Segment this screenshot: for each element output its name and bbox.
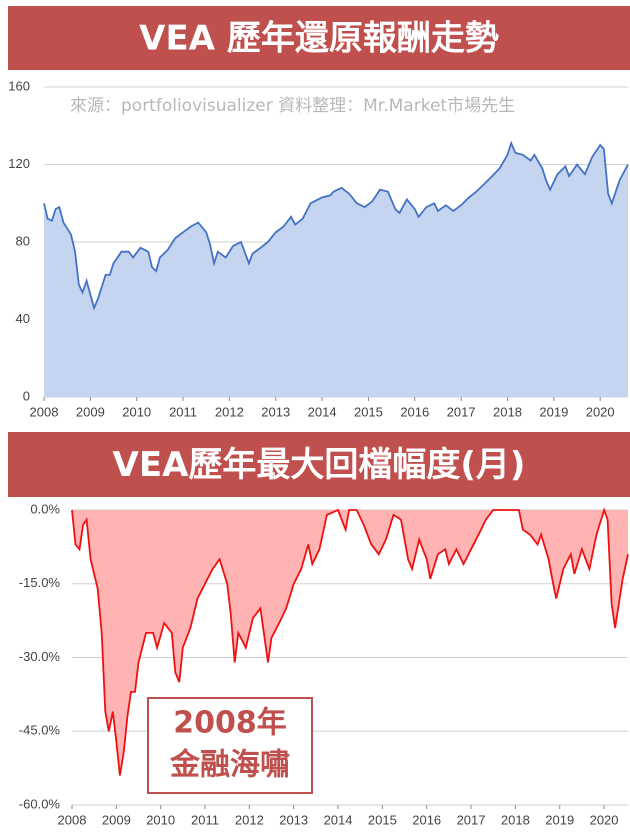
title-banner xyxy=(8,432,630,497)
y-tick-label: 120 xyxy=(8,156,30,171)
x-tick-label: 2018 xyxy=(501,812,530,827)
x-tick-label: 2014 xyxy=(308,404,337,419)
y-tick-label: 40 xyxy=(16,311,30,326)
annotation: 來源：portfoliovisualizer 資料整理：Mr.Market市場先… xyxy=(70,96,515,116)
y-tick-label: 0.0% xyxy=(30,501,60,516)
x-tick-label: 2010 xyxy=(122,404,151,419)
x-tick-label: 2012 xyxy=(235,812,264,827)
x-tick-label: 2015 xyxy=(354,404,383,419)
x-tick-label: 2011 xyxy=(191,812,219,827)
y-tick-label: 0 xyxy=(23,388,30,403)
y-tick-label: -30.0% xyxy=(19,649,61,664)
x-tick-label: 2010 xyxy=(146,812,175,827)
annotation: 2008年 xyxy=(173,706,287,741)
x-tick-label: 2008 xyxy=(58,812,87,827)
x-tick-label: 2015 xyxy=(368,812,397,827)
x-tick-label: 2016 xyxy=(400,404,429,419)
title-banner xyxy=(8,6,630,70)
x-tick-label: 2019 xyxy=(539,404,568,419)
x-tick-label: 2016 xyxy=(412,812,441,827)
y-tick-label: -45.0% xyxy=(19,723,61,738)
x-tick-label: 2017 xyxy=(457,812,486,827)
x-tick-label: 2018 xyxy=(493,404,522,419)
line xyxy=(71,507,629,776)
x-tick-label: 2012 xyxy=(215,404,244,419)
y-tick-label: 80 xyxy=(16,233,30,248)
y-tick-label: -15.0% xyxy=(19,575,61,590)
x-tick-label: 2020 xyxy=(590,812,619,827)
annotation: 金融海嘯 xyxy=(169,748,290,783)
y-tick-label: 160 xyxy=(8,78,30,93)
y-tick-label: -60.0% xyxy=(19,796,61,811)
x-tick-label: 2013 xyxy=(261,404,290,419)
annotation-box xyxy=(147,697,313,794)
x-tick-label: 2011 xyxy=(169,404,197,419)
area xyxy=(72,510,628,776)
x-tick-label: 2014 xyxy=(324,812,353,827)
chart-title: VEA 歷年還原報酬走勢 xyxy=(139,19,499,59)
x-tick-label: 2013 xyxy=(279,812,308,827)
x-tick-label: 2008 xyxy=(30,404,59,419)
x-tick-label: 2019 xyxy=(545,812,574,827)
x-tick-label: 2017 xyxy=(447,404,476,419)
x-tick-label: 2020 xyxy=(586,404,615,419)
area xyxy=(44,143,628,397)
x-tick-label: 2009 xyxy=(76,404,105,419)
chart-title: VEA歷年最大回檔幅度(月) xyxy=(113,445,526,485)
line xyxy=(43,140,629,311)
x-tick-label: 2009 xyxy=(102,812,131,827)
